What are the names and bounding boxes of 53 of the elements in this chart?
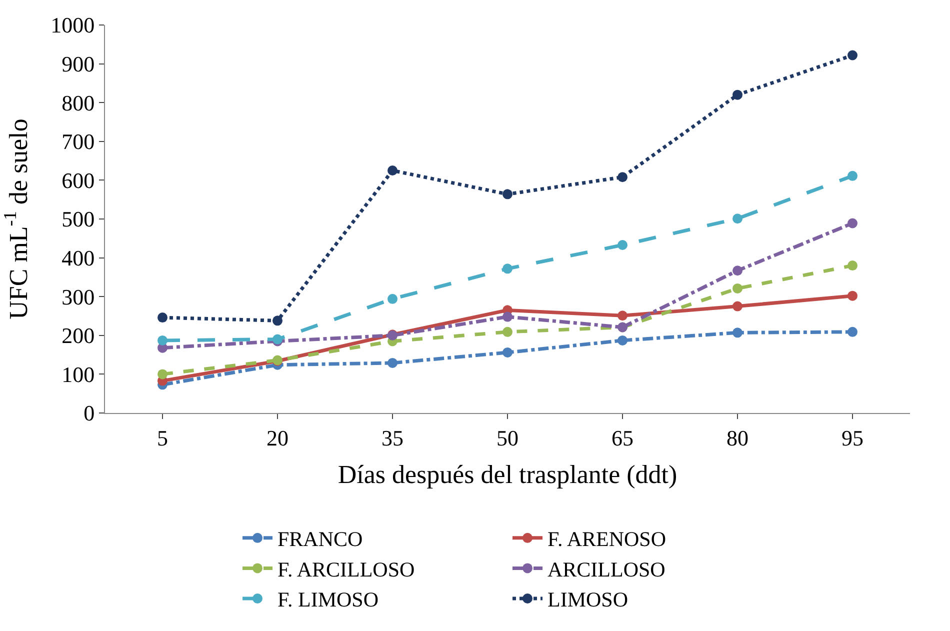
y-tick-label: 1000 <box>50 12 95 38</box>
point <box>732 214 742 224</box>
point <box>158 335 168 346</box>
point <box>618 172 628 182</box>
point <box>272 316 282 326</box>
point <box>388 358 398 368</box>
legend-label: F. LIMOSO <box>278 588 379 612</box>
x-tick-label: 35 <box>382 425 404 450</box>
legend-label: F. ARENOSO <box>548 527 666 552</box>
y-tick-label: 700 <box>62 129 95 154</box>
point <box>502 312 512 322</box>
y-tick-label: 500 <box>62 206 95 232</box>
point <box>158 312 168 323</box>
point <box>848 218 858 228</box>
y-tick-label: 300 <box>62 284 95 310</box>
point <box>732 90 742 100</box>
point <box>502 264 512 274</box>
point <box>848 290 858 301</box>
point <box>848 260 858 271</box>
legend-label: LIMOSO <box>548 588 628 612</box>
point <box>732 283 742 294</box>
y-tick-label: 0 <box>84 400 95 426</box>
point <box>732 301 742 312</box>
x-tick-label: 65 <box>612 425 634 450</box>
point <box>848 170 858 181</box>
y-tick-label: 100 <box>62 362 95 387</box>
point <box>732 328 742 338</box>
point <box>502 189 512 200</box>
point <box>618 310 628 321</box>
legend-label: F. ARCILLOSO <box>278 557 415 582</box>
x-tick-label: 5 <box>157 425 168 450</box>
legend-label: FRANCO <box>278 527 363 552</box>
point <box>502 347 512 358</box>
y-tick-label: 400 <box>62 246 95 270</box>
point <box>732 266 742 276</box>
legend-label: ARCILLOSO <box>548 557 666 582</box>
x-tick-label: 50 <box>496 425 518 450</box>
point <box>618 335 628 346</box>
x-tick-label: 80 <box>726 425 748 450</box>
y-tick-label: 600 <box>62 168 95 193</box>
y-tick-label: 900 <box>62 52 95 76</box>
y-tick-label: 800 <box>62 90 95 116</box>
point <box>388 294 398 304</box>
point <box>388 166 398 176</box>
x-tick-label: 20 <box>266 425 288 450</box>
point <box>848 50 858 60</box>
point <box>618 240 628 250</box>
point <box>848 326 858 337</box>
point <box>158 369 168 380</box>
y-tick-label: 200 <box>62 323 95 348</box>
x-tick-label: 95 <box>842 425 864 450</box>
point <box>502 326 512 337</box>
x-axis-title: Días después del trasplante (ddt) <box>338 460 678 490</box>
